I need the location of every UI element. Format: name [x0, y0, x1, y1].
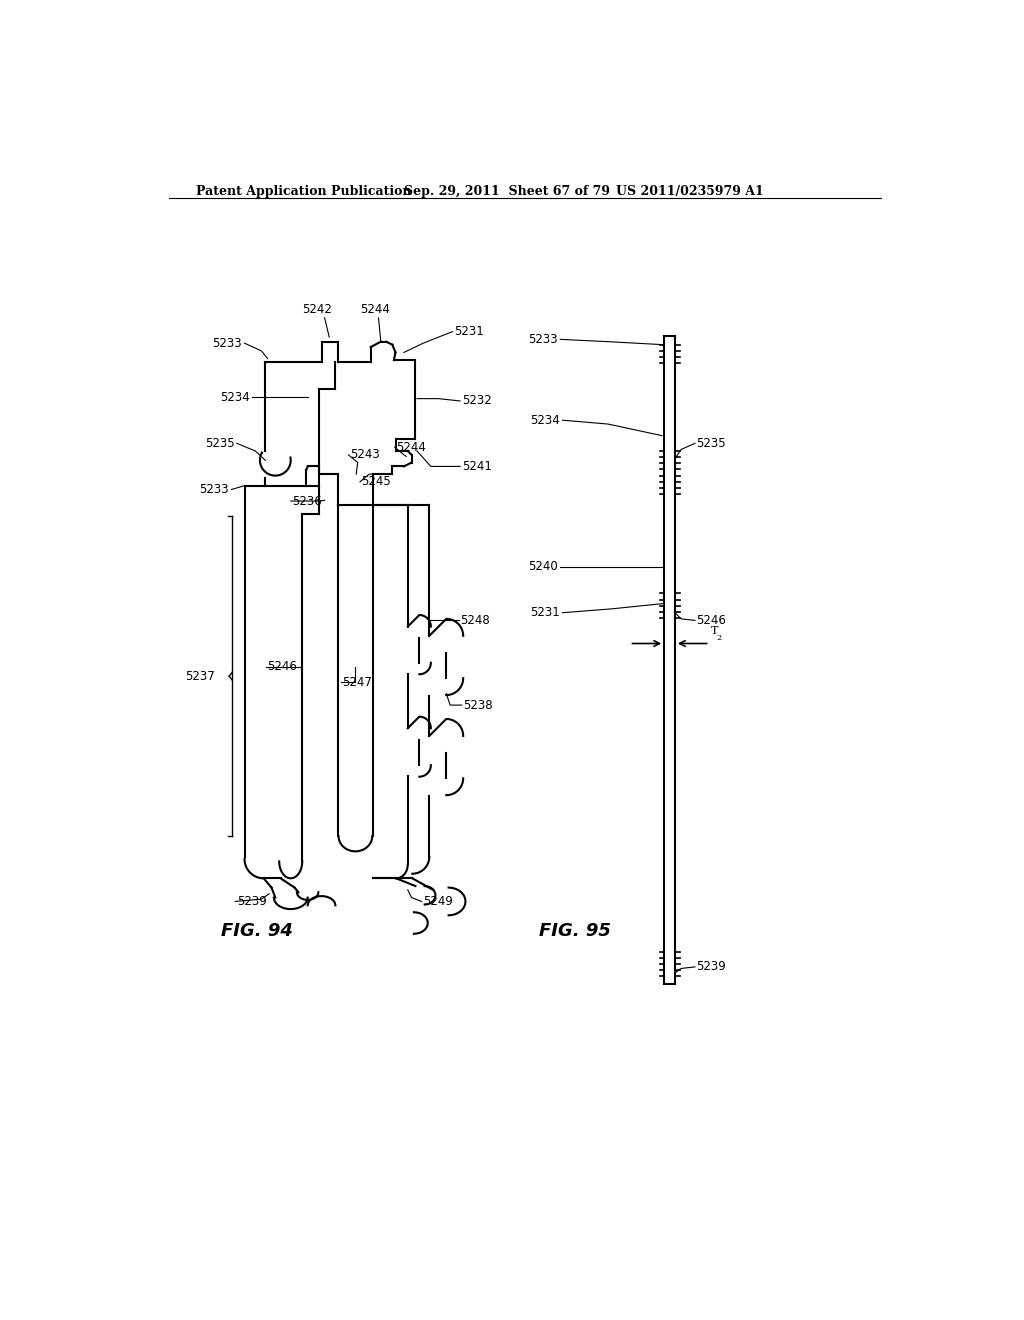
Text: 5231: 5231 — [454, 325, 483, 338]
Text: FIG. 94: FIG. 94 — [221, 923, 293, 940]
Text: T: T — [711, 626, 719, 636]
Text: 5240: 5240 — [528, 560, 558, 573]
Text: 5237: 5237 — [185, 669, 215, 682]
Text: 5232: 5232 — [462, 395, 492, 408]
Text: Patent Application Publication: Patent Application Publication — [196, 185, 412, 198]
Text: 5246: 5246 — [267, 660, 298, 673]
Text: 5238: 5238 — [463, 698, 493, 711]
Text: 5239: 5239 — [237, 895, 266, 908]
Text: 5233: 5233 — [528, 333, 558, 346]
Text: 5242: 5242 — [302, 304, 332, 317]
Text: 2: 2 — [717, 634, 722, 642]
Text: 5246: 5246 — [696, 614, 726, 627]
Text: US 2011/0235979 A1: US 2011/0235979 A1 — [615, 185, 764, 198]
Text: 5233: 5233 — [200, 483, 229, 496]
Text: 5241: 5241 — [462, 459, 492, 473]
Text: 5236: 5236 — [292, 495, 322, 508]
Text: 5235: 5235 — [205, 437, 234, 450]
Text: 5231: 5231 — [530, 606, 560, 619]
Text: 5235: 5235 — [696, 437, 726, 450]
Text: 5245: 5245 — [361, 475, 391, 488]
Text: 5239: 5239 — [696, 961, 726, 973]
Text: 5249: 5249 — [423, 895, 453, 908]
Text: 5243: 5243 — [350, 449, 380, 462]
Text: 5234: 5234 — [220, 391, 250, 404]
Text: FIG. 95: FIG. 95 — [539, 923, 610, 940]
Text: 5244: 5244 — [396, 441, 426, 454]
Text: 5233: 5233 — [213, 337, 243, 350]
Text: 5244: 5244 — [360, 304, 390, 317]
Text: 5247: 5247 — [342, 676, 372, 689]
Text: 5248: 5248 — [460, 614, 489, 627]
Text: 5234: 5234 — [530, 413, 560, 426]
Text: Sep. 29, 2011  Sheet 67 of 79: Sep. 29, 2011 Sheet 67 of 79 — [403, 185, 610, 198]
